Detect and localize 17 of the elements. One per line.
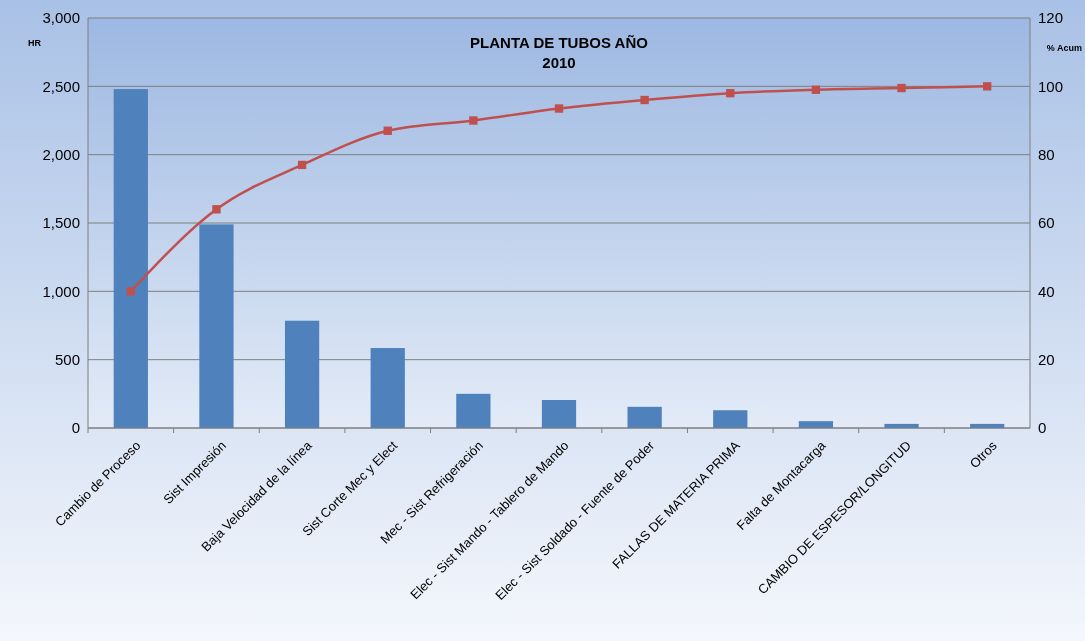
- y-tick-label: 0: [71, 419, 80, 437]
- y2-axis-title: % Acum: [1046, 43, 1082, 53]
- text: PLANTA DE TUBOS AÑO 2010: [470, 34, 649, 71]
- y2-tick-label: 0: [1038, 419, 1047, 437]
- y-tick-label: 500: [54, 350, 80, 368]
- y-tick-label: 2,500: [42, 77, 80, 95]
- y2-tick-label: 40: [1038, 282, 1055, 300]
- y2-tick-label: 60: [1038, 214, 1055, 232]
- y-tick-label: 1,500: [42, 214, 80, 232]
- y-tick-label: 2,000: [42, 145, 80, 163]
- y2-tick-label: 120: [1038, 9, 1064, 27]
- y2-tick-label: 20: [1038, 350, 1055, 368]
- y-tick-label: 3,000: [42, 9, 80, 27]
- y2-tick-label: 80: [1038, 145, 1055, 163]
- y-tick-label: 1,000: [42, 282, 80, 300]
- y2-tick-label: 100: [1038, 77, 1064, 95]
- y-axis-title: HR: [28, 38, 42, 48]
